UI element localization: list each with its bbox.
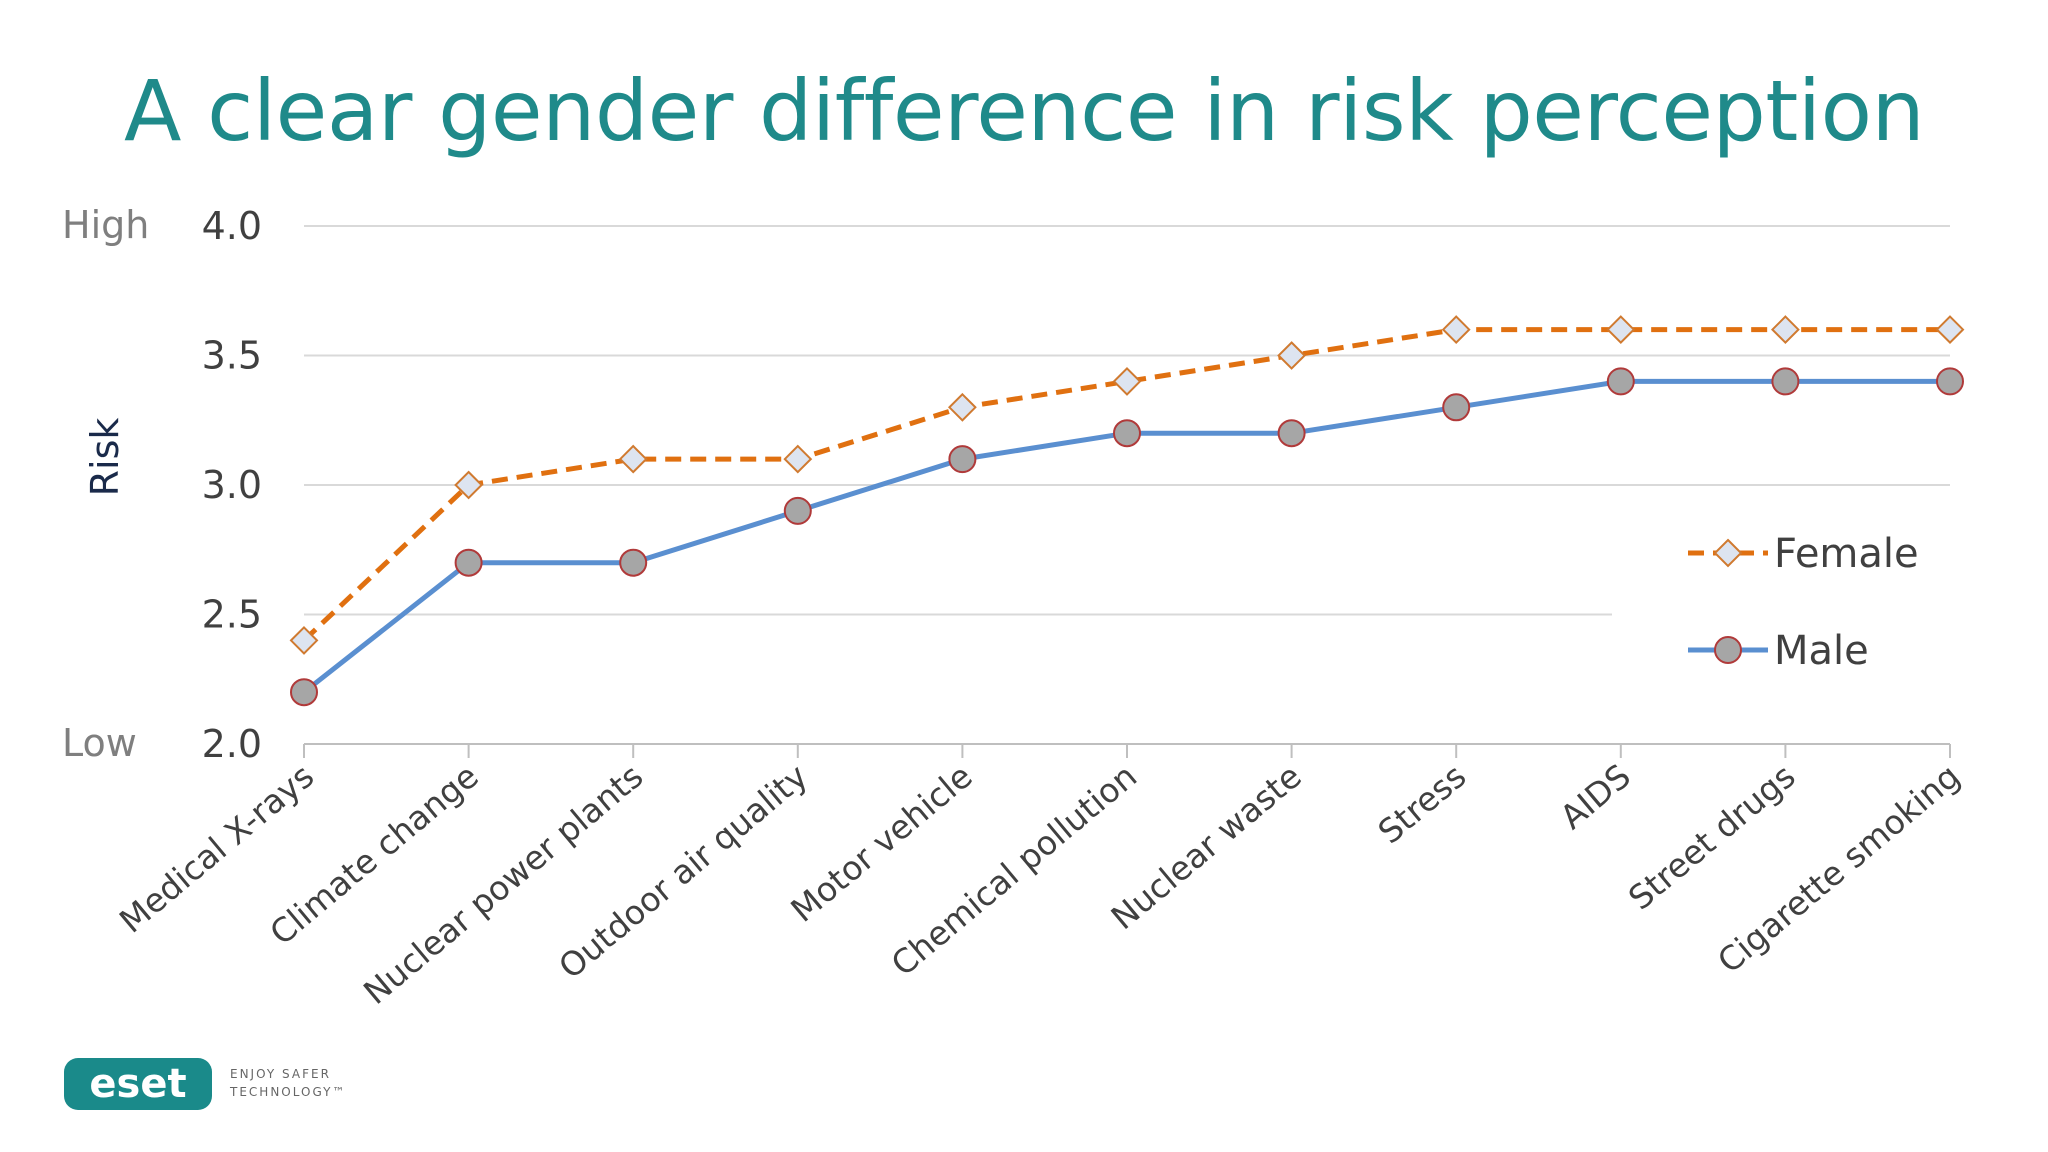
eset-logo: eset ENJOY SAFER TECHNOLOGY™ [64, 1058, 346, 1110]
logo-tagline-2: TECHNOLOGY™ [229, 1085, 346, 1099]
legend-label-female: Female [1774, 531, 1919, 577]
point-female [1277, 341, 1307, 370]
point-male [1442, 393, 1471, 422]
page-title: A clear gender difference in risk percep… [124, 62, 1925, 160]
legend-marker-female [1713, 538, 1743, 568]
point-male [1277, 419, 1306, 448]
logo-tagline-1: ENJOY SAFER [230, 1067, 331, 1081]
point-female [618, 444, 648, 474]
y-low-label: Low [62, 721, 137, 765]
point-male [290, 678, 318, 707]
point-female [454, 470, 484, 500]
point-male [1936, 367, 1964, 396]
point-male [1771, 367, 1800, 396]
point-male [1606, 367, 1635, 396]
point-female [1112, 366, 1142, 396]
x-tick-label: Street drugs [1621, 756, 1803, 917]
point-female [783, 444, 813, 474]
x-tick-label: Nuclear power plants [356, 756, 650, 1012]
logo-badge [64, 1058, 212, 1110]
point-female [947, 392, 977, 422]
y-high-label: High [62, 203, 149, 247]
legend-label-male: Male [1774, 628, 1869, 674]
point-male [948, 445, 977, 474]
point-female [1441, 315, 1471, 345]
point-female [1770, 315, 1800, 345]
point-male [454, 548, 483, 577]
point-female [289, 625, 319, 655]
point-female [1935, 315, 1965, 345]
point-female [1606, 315, 1636, 345]
x-tick-label: Stress [1371, 756, 1474, 851]
point-male [783, 496, 812, 525]
y-tick-label: 4.0 [202, 204, 262, 248]
y-tick-label: 3.0 [202, 463, 262, 507]
y-tick-label: 2.5 [202, 593, 262, 637]
x-tick-label: AIDS [1553, 756, 1638, 836]
series-line-female [302, 327, 1950, 643]
y-tick-label: 2.0 [202, 722, 262, 766]
point-male [1113, 419, 1141, 448]
legend-marker-male [1714, 636, 1742, 664]
logo-wordmark: eset [89, 1061, 186, 1107]
y-tick-label: 3.5 [202, 334, 262, 378]
point-male [619, 548, 648, 577]
y-axis-title: Risk [83, 418, 127, 497]
